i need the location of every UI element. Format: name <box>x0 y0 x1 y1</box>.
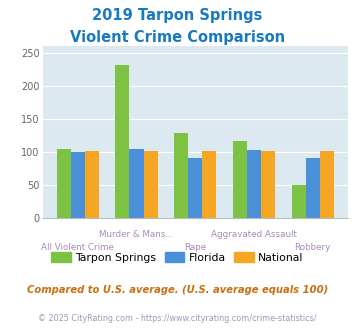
Text: Aggravated Assault: Aggravated Assault <box>211 230 297 239</box>
Text: Robbery: Robbery <box>295 243 331 252</box>
Bar <box>174 133 188 218</box>
Text: Murder & Mans...: Murder & Mans... <box>99 230 174 239</box>
Text: 2019 Tarpon Springs: 2019 Tarpon Springs <box>92 8 263 23</box>
Legend: Tarpon Springs, Florida, National: Tarpon Springs, Florida, National <box>47 248 308 267</box>
Text: All Violent Crime: All Violent Crime <box>42 243 114 252</box>
Bar <box>306 158 320 218</box>
Bar <box>188 158 202 218</box>
Bar <box>115 65 130 218</box>
Bar <box>71 152 85 218</box>
Bar <box>247 150 261 218</box>
Text: Rape: Rape <box>184 243 206 252</box>
Bar <box>143 151 158 218</box>
Bar <box>261 151 275 218</box>
Text: © 2025 CityRating.com - https://www.cityrating.com/crime-statistics/: © 2025 CityRating.com - https://www.city… <box>38 314 317 323</box>
Bar <box>320 151 334 218</box>
Text: Violent Crime Comparison: Violent Crime Comparison <box>70 30 285 45</box>
Bar <box>233 141 247 218</box>
Bar <box>291 185 306 218</box>
Bar <box>57 148 71 218</box>
Bar <box>202 151 217 218</box>
Text: Compared to U.S. average. (U.S. average equals 100): Compared to U.S. average. (U.S. average … <box>27 285 328 295</box>
Bar <box>130 148 143 218</box>
Bar <box>85 151 99 218</box>
